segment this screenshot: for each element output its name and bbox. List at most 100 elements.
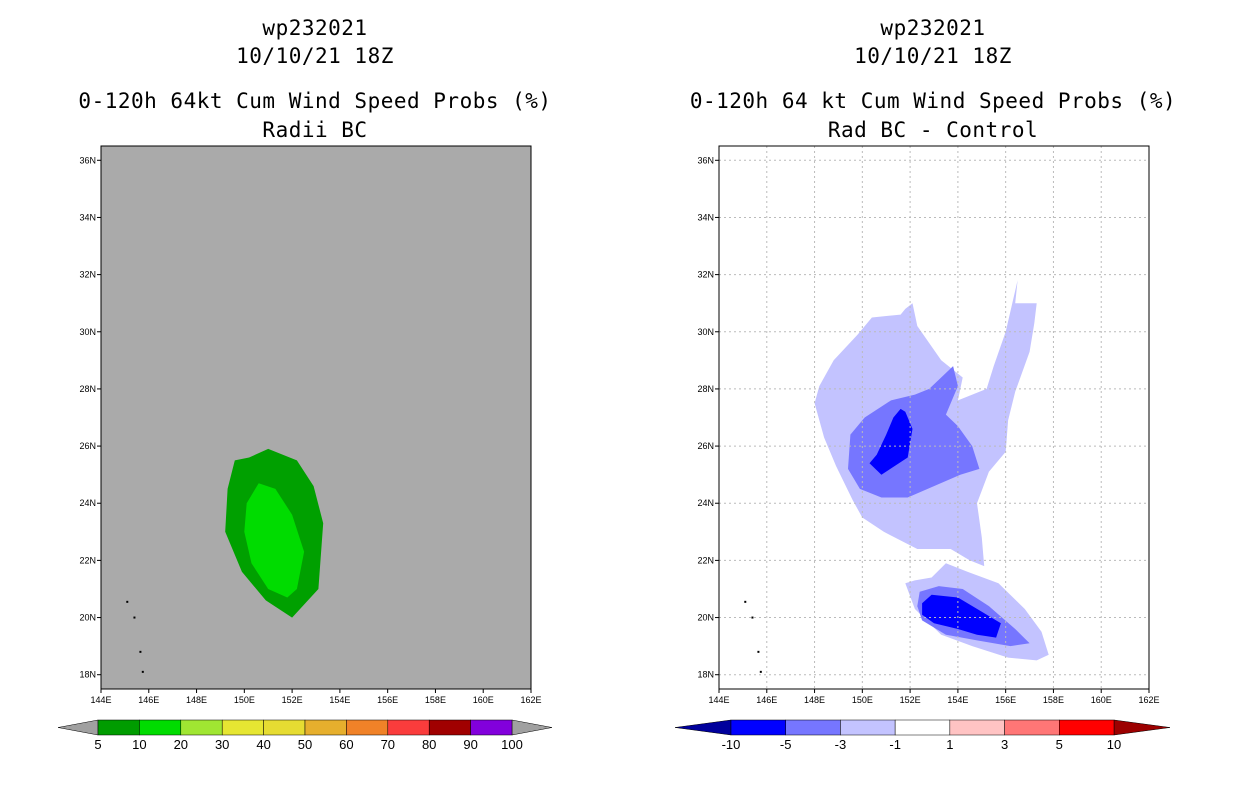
colorbar-label: 100 [501,737,523,752]
colorbar-left-arrow [57,719,99,736]
colorbar-label: 70 [381,737,395,752]
y-tick-label: 24N [79,498,96,508]
y-tick-label: 32N [79,270,96,280]
y-tick-label: 28N [697,384,714,394]
island-marker [751,616,754,619]
colorbar-label: 10 [132,737,146,752]
island-marker [133,616,136,619]
colorbar-swatch [180,719,223,736]
x-tick-label: 162E [520,695,541,705]
island-marker [757,650,760,653]
colorbar-label: 80 [422,737,436,752]
island-marker [759,670,762,673]
colorbar-label: 1 [946,737,953,752]
x-tick-label: 152E [282,695,303,705]
colorbar-label: 10 [1107,737,1121,752]
colorbar-swatch [894,719,951,736]
colorbar-swatch [139,719,182,736]
x-tick-label: 160E [473,695,494,705]
island-marker [141,670,144,673]
colorbar-right-arrow [1113,719,1171,736]
island-marker [126,600,129,603]
colorbar-swatch [1059,719,1115,736]
map-background [101,146,531,689]
colorbar-label: 50 [298,737,312,752]
contour-10-20 [244,483,305,598]
map-frame [100,145,532,690]
colorbar-swatch [304,719,347,736]
colorbar-swatch [949,719,1005,736]
y-tick-label: 36N [697,155,714,165]
colorbar-label: -3 [835,737,847,752]
left-title-storm: wp232021 [262,16,368,40]
y-tick-label: 36N [79,155,96,165]
island-marker [744,600,747,603]
x-tick-label: 144E [708,695,729,705]
x-tick-label: 158E [1043,695,1064,705]
colorbar-label: 30 [215,737,229,752]
y-tick-label: 34N [79,212,96,222]
left-title-product: 0-120h 64kt Cum Wind Speed Probs (%) [78,89,552,113]
y-tick-label: 32N [697,270,714,280]
y-tick-label: 30N [79,327,96,337]
y-tick-label: 22N [697,555,714,565]
colorbar-label: 20 [174,737,188,752]
colorbar-swatch [1004,719,1060,736]
contour--10to-5 [869,408,913,475]
left-title-subtitle: Radii BC [262,118,368,142]
x-tick-label: 144E [90,695,111,705]
x-tick-label: 156E [995,695,1016,705]
colorbar-right-arrow [511,719,553,736]
x-tick-label: 156E [377,695,398,705]
x-tick-label: 158E [425,695,446,705]
x-tick-label: 146E [138,695,159,705]
y-tick-label: 20N [697,613,714,623]
map-frame [718,145,1150,690]
colorbar-swatch [387,719,430,736]
x-tick-label: 154E [329,695,350,705]
contour--10to-5 [922,594,1001,638]
colorbar-label: -1 [889,737,901,752]
y-tick-label: 22N [79,555,96,565]
x-tick-label: 160E [1091,695,1112,705]
colorbar-swatch [730,719,786,736]
colorbar-swatch [221,719,264,736]
colorbar-label: 5 [1056,737,1063,752]
colorbar-swatch [428,719,471,736]
colorbar-label: 60 [339,737,353,752]
left-map-panel: 144E 146E 148E 150E 152E 154E 156E 158E 160E 162E… [79,145,542,705]
right-colorbar: -10 -5 -3 -1 1 3 5 10 [674,719,1171,752]
colorbar-label: 3 [1001,737,1008,752]
x-tick-label: 152E [900,695,921,705]
colorbar-label: -5 [780,737,792,752]
colorbar-label: 40 [256,737,270,752]
y-tick-label: 34N [697,212,714,222]
right-title-product: 0-120h 64 kt Cum Wind Speed Probs (%) [689,89,1177,113]
y-tick-label: 18N [697,670,714,680]
y-tick-label: 24N [697,498,714,508]
y-tick-label: 26N [697,441,714,451]
right-title-subtitle: Rad BC - Control [827,118,1039,142]
y-tick-label: 30N [697,327,714,337]
right-map-panel: 144E 146E 148E 150E 152E 154E 156E 158E 160E 162E… [697,145,1160,705]
colorbar-label: 90 [463,737,477,752]
left-title-date: 10/10/21 18Z [236,44,394,68]
colorbar-label: -10 [722,737,741,752]
left-colorbar: 5 10 20 30 40 50 60 70 80 90 100 [57,719,553,752]
x-tick-label: 146E [756,695,777,705]
colorbar-swatch [97,719,140,736]
colorbar-swatch [470,719,513,736]
colorbar-swatch [840,719,896,736]
right-title-date: 10/10/21 18Z [854,44,1012,68]
colorbar-swatch [346,719,389,736]
y-tick-label: 28N [79,384,96,394]
colorbar-left-arrow [674,719,732,736]
x-tick-label: 150E [852,695,873,705]
colorbar-label: 5 [94,737,101,752]
island-marker [139,650,142,653]
colorbar-swatch [263,719,306,736]
y-tick-label: 20N [79,613,96,623]
y-tick-label: 26N [79,441,96,451]
x-tick-label: 150E [234,695,255,705]
